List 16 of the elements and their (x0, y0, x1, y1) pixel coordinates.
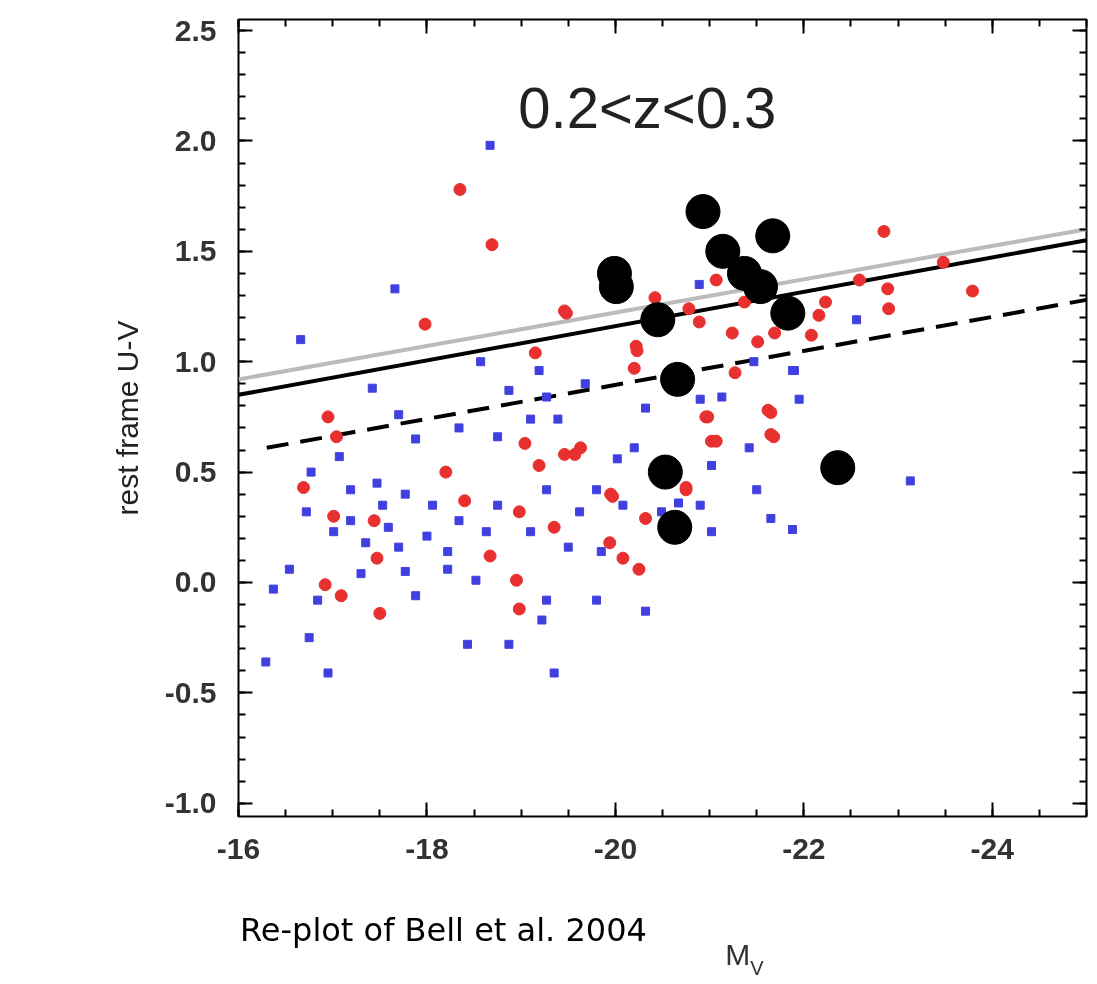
y-tick-label: -0.5 (164, 675, 217, 709)
x-tick-label: -24 (970, 831, 1015, 865)
y-tick-label: 1.0 (174, 344, 217, 378)
y-tick-label: 1.5 (174, 234, 217, 268)
y-tick-label: 0.5 (174, 455, 217, 489)
x-tick-label: -22 (782, 831, 826, 865)
y-tick-label: -1.0 (164, 786, 217, 820)
y-tick-label: 2.0 (174, 123, 217, 157)
y-tick-label: 2.5 (174, 13, 217, 47)
x-tick-label: -18 (405, 831, 449, 865)
text: Re-plot of Bell et al. 2004 (240, 910, 647, 949)
y-axis-title: rest frame U-V (110, 320, 144, 516)
y-tick-label: 0.0 (174, 565, 217, 599)
annotation: 0.2<z<0.3 (518, 74, 777, 140)
x-tick-label: -20 (593, 831, 638, 865)
x-tick-label: -16 (216, 831, 261, 865)
